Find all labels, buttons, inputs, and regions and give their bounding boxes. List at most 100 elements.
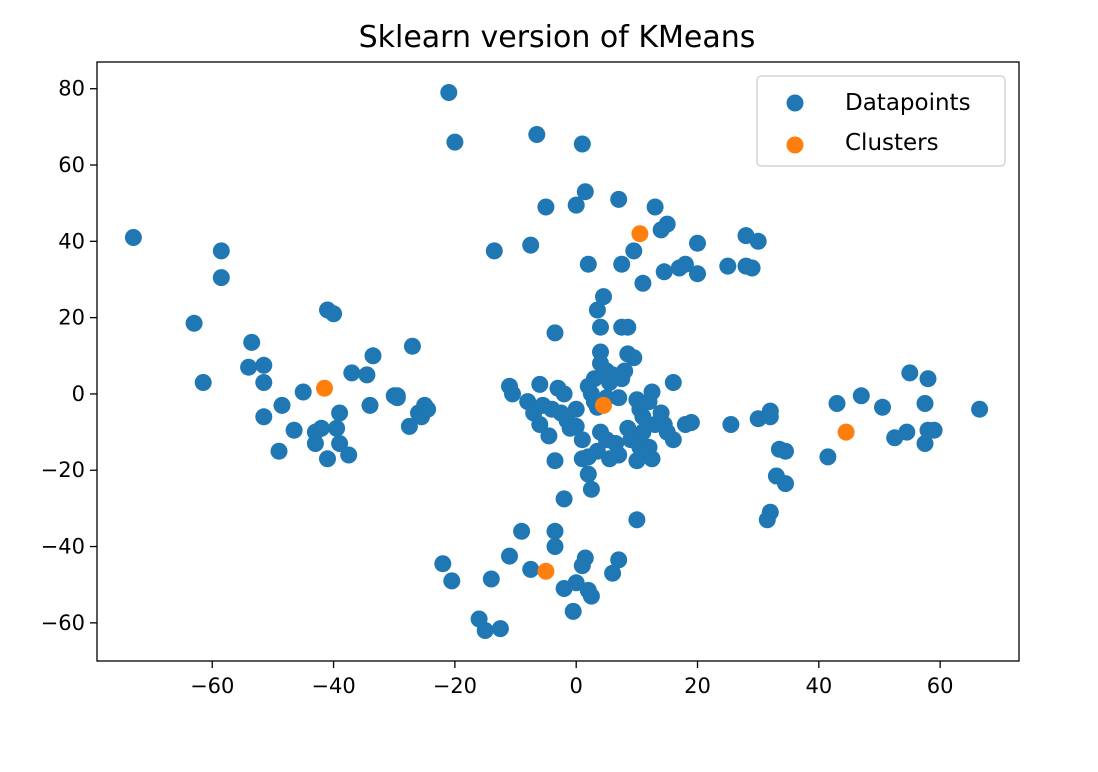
datapoint-106 <box>643 383 661 401</box>
datapoint-79 <box>567 400 585 418</box>
legend-label-datapoints: Datapoints <box>845 90 971 116</box>
datapoint-51 <box>343 364 361 382</box>
datapoint-13 <box>749 232 767 250</box>
datapoint-99 <box>616 362 634 380</box>
y-tick-label: 0 <box>72 382 85 406</box>
legend-marker-datapoints <box>786 94 804 112</box>
datapoint-169 <box>476 622 494 639</box>
datapoint-7 <box>567 196 585 214</box>
datapoint-163 <box>501 547 518 565</box>
datapoint-42 <box>294 383 312 401</box>
datapoint-40 <box>285 421 303 439</box>
datapoint-131 <box>573 450 591 468</box>
datapoint-36 <box>240 358 258 376</box>
y-tick-label: −40 <box>41 535 85 559</box>
datapoint-166 <box>434 555 452 573</box>
datapoint-78 <box>567 417 585 435</box>
chart-title: Sklearn version of KMeans <box>359 20 756 55</box>
datapoint-57 <box>388 389 406 407</box>
datapoint-172 <box>567 574 585 592</box>
datapoint-50 <box>340 446 358 464</box>
datapoint-25 <box>485 242 503 260</box>
datapoint-58 <box>400 417 418 435</box>
datapoint-30 <box>185 314 203 332</box>
cluster-center-0 <box>631 225 649 243</box>
datapoint-116 <box>682 414 700 431</box>
datapoint-167 <box>443 572 461 590</box>
datapoint-23 <box>579 255 597 273</box>
legend-marker-clusters <box>786 136 804 154</box>
datapoint-4 <box>576 183 594 201</box>
datapoint-149 <box>852 387 870 405</box>
datapoint-158 <box>919 421 937 439</box>
datapoint-52 <box>358 366 376 384</box>
datapoint-85 <box>619 318 637 336</box>
datapoint-8 <box>646 198 664 216</box>
datapoint-132 <box>579 465 597 483</box>
datapoint-1 <box>446 133 464 151</box>
points-layer <box>124 84 989 639</box>
datapoint-104 <box>634 408 652 426</box>
cluster-center-2 <box>595 396 612 414</box>
datapoint-174 <box>573 557 591 575</box>
datapoint-68 <box>531 375 549 393</box>
datapoint-33 <box>325 305 343 323</box>
datapoint-45 <box>306 435 324 452</box>
datapoint-159 <box>971 400 989 418</box>
x-tick-label: −20 <box>433 674 477 698</box>
datapoint-81 <box>588 301 606 319</box>
datapoint-126 <box>601 450 619 468</box>
datapoint-154 <box>916 435 934 452</box>
datapoint-53 <box>364 347 382 365</box>
datapoint-14 <box>719 257 737 275</box>
cluster-center-4 <box>537 562 555 580</box>
datapoint-19 <box>655 263 673 281</box>
datapoint-179 <box>564 602 582 620</box>
datapoint-156 <box>919 370 937 388</box>
y-tick-label: 20 <box>58 306 85 330</box>
datapoint-18 <box>670 259 688 277</box>
datapoint-37 <box>255 374 273 391</box>
datapoint-127 <box>592 423 609 441</box>
datapoint-10 <box>652 221 670 239</box>
legend-box <box>756 75 1006 167</box>
datapoint-122 <box>643 450 661 468</box>
datapoint-161 <box>546 538 564 555</box>
datapoint-39 <box>273 396 291 414</box>
datapoint-49 <box>331 404 349 422</box>
datapoint-162 <box>513 522 531 540</box>
datapoint-165 <box>482 570 500 588</box>
datapoint-44 <box>312 419 330 437</box>
datapoint-134 <box>546 452 564 470</box>
y-tick-label: −60 <box>41 611 85 635</box>
datapoint-24 <box>625 242 643 260</box>
datapoint-34 <box>243 333 261 351</box>
datapoint-27 <box>124 229 142 246</box>
datapoint-133 <box>582 480 600 498</box>
datapoint-75 <box>555 385 573 403</box>
x-axis: −60 −40 −20 0 20 40 60 <box>190 661 954 698</box>
datapoint-80 <box>546 324 564 342</box>
datapoint-146 <box>758 511 776 529</box>
x-tick-label: 0 <box>570 674 583 698</box>
datapoint-46 <box>319 450 336 468</box>
datapoint-38 <box>255 408 273 426</box>
datapoint-114 <box>664 374 682 391</box>
datapoint-144 <box>777 475 794 493</box>
datapoint-71 <box>540 427 558 445</box>
datapoint-22 <box>613 255 631 273</box>
datapoint-83 <box>592 318 609 336</box>
datapoint-113 <box>664 431 682 449</box>
y-tick-label: 40 <box>58 229 85 253</box>
y-tick-label: 60 <box>58 153 85 177</box>
legend-label-clusters: Clusters <box>845 130 939 156</box>
datapoint-6 <box>537 198 555 216</box>
x-tick-label: −60 <box>190 674 234 698</box>
datapoint-47 <box>328 419 346 437</box>
datapoint-164 <box>522 560 540 578</box>
y-axis: −60 −40 −20 0 20 40 60 80 <box>41 77 97 635</box>
x-tick-label: 40 <box>805 674 832 698</box>
datapoint-178 <box>610 551 628 569</box>
datapoint-152 <box>898 423 916 441</box>
